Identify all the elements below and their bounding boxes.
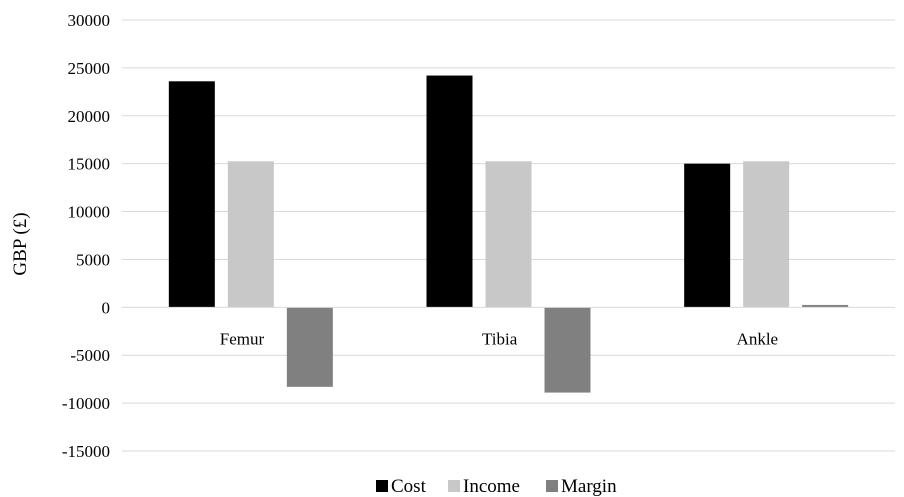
y-tick-label: 15000 [68,155,111,174]
legend-swatch-income [448,480,460,492]
legend-swatch-cost [376,480,388,492]
bar-income-ankle [743,161,789,307]
category-label: Ankle [737,329,779,348]
y-tick-label: 10000 [68,203,111,222]
bar-cost-tibia [427,76,473,308]
y-tick-label: -5000 [70,346,110,365]
bar-margin-tibia [545,307,591,392]
bar-margin-femur [287,307,333,386]
category-label: Tibia [482,329,518,348]
bar-cost-ankle [684,164,730,308]
bar-cost-femur [169,81,215,307]
y-tick-label: 30000 [68,11,111,30]
bar-income-tibia [486,161,532,307]
y-tick-label: 0 [102,298,111,317]
legend-label-margin: Margin [561,476,617,497]
legend-label-income: Income [463,476,520,497]
y-tick-label: -15000 [62,442,110,461]
y-axis-title: GBP (£) [10,212,31,275]
y-tick-label: 20000 [68,107,111,126]
legend-swatch-margin [546,480,558,492]
legend: Cost Income Margin [376,476,617,497]
legend-label-cost: Cost [391,476,427,497]
bar-income-femur [228,161,274,307]
y-tick-label: 5000 [76,250,110,269]
y-axis-ticks: 30000 25000 20000 15000 10000 5000 0 -5000 -1000… [62,11,110,461]
y-tick-label: -10000 [62,394,110,413]
y-tick-label: 25000 [68,59,111,78]
category-label: Femur [220,329,265,348]
